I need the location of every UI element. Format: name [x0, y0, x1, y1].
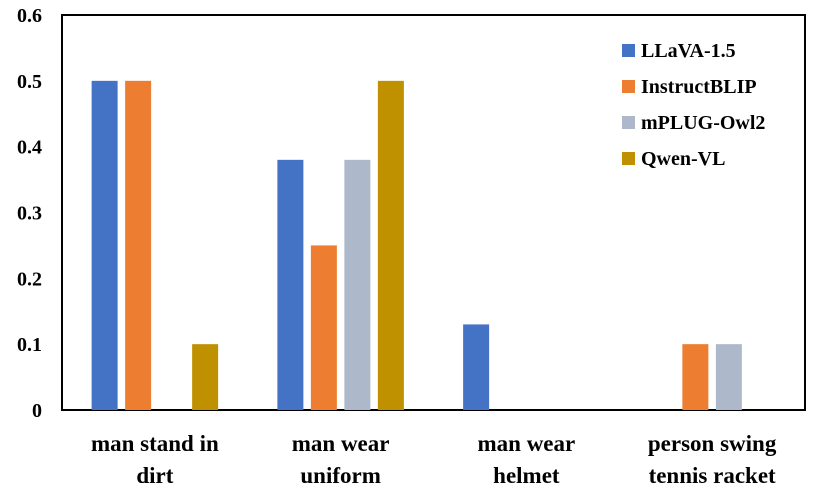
y-tick-label: 0.3: [17, 203, 42, 225]
x-category-label: person swing: [648, 431, 777, 456]
bar-mplug-owl2: [715, 344, 742, 410]
y-tick-label: 0.4: [17, 137, 42, 159]
y-tick-label: 0: [32, 400, 42, 422]
bar-llava-1-5: [91, 80, 118, 410]
x-category-label: uniform: [300, 463, 381, 488]
x-category-label: dirt: [136, 463, 173, 488]
bar-qwen-vl: [377, 80, 404, 410]
legend-label: mPLUG-Owl2: [641, 112, 765, 134]
x-category-label: helmet: [493, 463, 560, 488]
y-tick-label: 0.2: [17, 268, 42, 290]
bar-instructblip: [310, 245, 337, 410]
bar-llava-1-5: [277, 159, 304, 410]
x-category-label: man wear: [478, 431, 576, 456]
bar-qwen-vl: [192, 344, 219, 410]
x-axis-labels: man stand in dirt man wear uniform man wear h…: [91, 431, 777, 488]
legend-swatch: [622, 152, 635, 165]
legend-label: Qwen-VL: [641, 148, 725, 170]
legend-swatch: [622, 116, 635, 129]
bars-group: [91, 80, 742, 410]
x-category-label: tennis racket: [649, 463, 776, 488]
legend-label: LLaVA-1.5: [641, 40, 736, 62]
legend: LLaVA-1.5 InstructBLIP mPLUG-Owl2 Qwen-VL: [622, 40, 765, 170]
y-tick-label: 0.1: [17, 334, 42, 356]
y-tick-label: 0.5: [17, 71, 42, 93]
bar-mplug-owl2: [344, 159, 371, 410]
y-tick-label: 0.6: [17, 5, 42, 27]
x-category-label: man wear: [292, 431, 390, 456]
legend-label: InstructBLIP: [641, 76, 757, 98]
bar-llava-1-5: [463, 324, 490, 410]
x-category-label: man stand in: [91, 431, 219, 456]
bar-instructblip: [125, 80, 152, 410]
plot-area-frame: [61, 14, 806, 411]
legend-swatch: [622, 44, 635, 57]
y-axis-ticks: 0 0.1 0.2 0.3 0.4 0.5 0.6: [17, 5, 42, 422]
bar-instructblip: [682, 344, 709, 410]
legend-swatch: [622, 80, 635, 93]
